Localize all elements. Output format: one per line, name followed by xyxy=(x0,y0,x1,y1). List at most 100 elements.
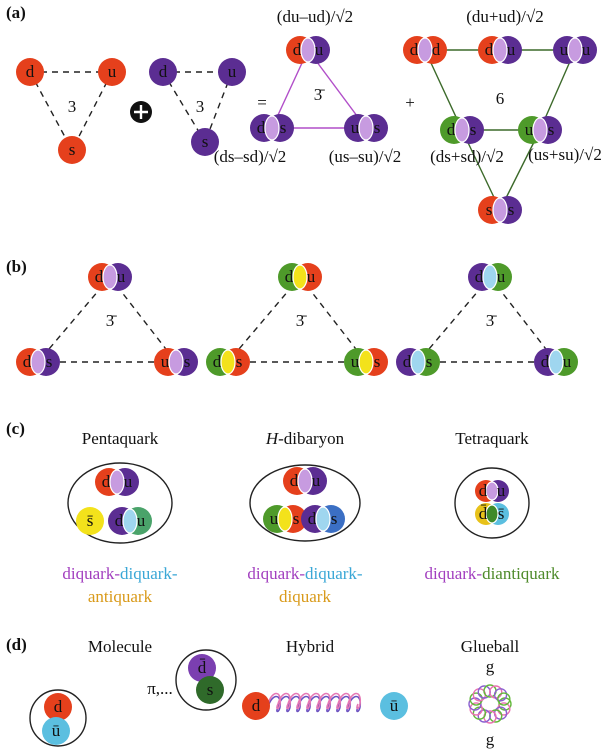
label: d xyxy=(432,40,441,59)
quark xyxy=(98,58,126,86)
label: (du–ud)/√2 xyxy=(277,7,353,26)
label: π,... xyxy=(147,679,173,698)
caption: diquark-diantiquark xyxy=(424,564,560,583)
label: s xyxy=(46,352,53,371)
label: u xyxy=(137,511,146,530)
overlap xyxy=(485,481,499,501)
quark xyxy=(76,507,104,535)
label: s xyxy=(202,132,209,151)
label: d xyxy=(102,472,111,491)
label: d xyxy=(410,40,419,59)
label: s̄ xyxy=(87,511,94,530)
label: s xyxy=(293,509,300,528)
label: s xyxy=(374,352,381,371)
label: s xyxy=(69,140,76,159)
label: d xyxy=(447,120,456,139)
label: s xyxy=(184,352,191,371)
overlap xyxy=(410,349,426,375)
label: ū xyxy=(52,721,61,740)
label: d xyxy=(26,62,35,81)
overlap xyxy=(102,264,118,290)
gluon-loop xyxy=(497,702,511,716)
overlap xyxy=(492,197,508,223)
label: g xyxy=(486,657,495,676)
label: Molecule xyxy=(88,637,152,656)
panel-label: (a) xyxy=(6,3,26,22)
panel-label: (b) xyxy=(6,257,27,276)
hadron xyxy=(249,464,361,542)
label: ū xyxy=(390,696,399,715)
label: u xyxy=(315,40,324,59)
label: u xyxy=(161,352,170,371)
overlap xyxy=(358,349,374,375)
label: d̄ xyxy=(198,658,207,677)
label: 3 xyxy=(68,97,77,116)
label: s xyxy=(470,120,477,139)
caption-part: diquark- xyxy=(120,564,178,583)
label: d xyxy=(285,267,294,286)
caption: diquark xyxy=(279,587,331,606)
gluon-loop xyxy=(469,702,483,716)
panel-label: (d) xyxy=(6,635,27,654)
label: s xyxy=(331,509,338,528)
caption-part: diquark- xyxy=(247,564,305,583)
edge xyxy=(29,71,73,151)
overlap xyxy=(548,349,564,375)
caption: diquark-diquark- xyxy=(247,564,363,583)
edge xyxy=(227,276,301,363)
overlap xyxy=(300,37,316,63)
label: u xyxy=(108,62,117,81)
item-title: H-dibaryon xyxy=(265,429,345,448)
label: d̄ xyxy=(479,504,488,523)
label: s xyxy=(548,120,555,139)
label: d xyxy=(290,471,299,490)
quark xyxy=(242,692,270,720)
edge xyxy=(37,276,111,363)
overlap xyxy=(277,506,293,532)
label: d xyxy=(541,352,550,371)
label: 3̄ xyxy=(486,311,498,330)
label: s xyxy=(508,200,515,219)
caption: antiquark xyxy=(88,587,153,606)
label: u xyxy=(525,120,534,139)
label: d xyxy=(257,118,266,137)
overlap xyxy=(454,117,470,143)
label: 3̄ xyxy=(296,311,308,330)
label: 3̄ xyxy=(106,311,118,330)
label: d xyxy=(308,509,317,528)
overlap xyxy=(220,349,236,375)
label: d xyxy=(23,352,32,371)
caption: diquark-diquark- xyxy=(62,564,178,583)
label: s xyxy=(374,118,381,137)
label: 6 xyxy=(496,89,505,108)
quark xyxy=(42,717,70,745)
label: d xyxy=(213,352,222,371)
quark xyxy=(380,692,408,720)
edge xyxy=(417,276,491,363)
label: u xyxy=(312,471,321,490)
overlap xyxy=(122,508,138,534)
gluon-loop xyxy=(469,692,483,706)
overlap xyxy=(297,468,313,494)
label: (ds+sd)/√2 xyxy=(430,147,504,166)
label: d xyxy=(115,511,124,530)
label: (us–su)/√2 xyxy=(329,147,402,166)
overlap xyxy=(168,349,184,375)
label: d xyxy=(403,352,412,371)
gluon-loop xyxy=(493,688,508,702)
overlap xyxy=(264,115,280,141)
gluon xyxy=(267,695,362,713)
caption-part: diquark- xyxy=(62,564,120,583)
label: u xyxy=(307,267,316,286)
edge xyxy=(71,71,113,151)
label: 3 xyxy=(196,97,205,116)
direct-sum-plus xyxy=(134,105,148,119)
label: d xyxy=(252,696,261,715)
label: s xyxy=(236,352,243,371)
title-rest: -dibaryon xyxy=(278,429,345,448)
overlap xyxy=(532,117,548,143)
gluon xyxy=(267,692,362,710)
edge xyxy=(109,276,177,363)
label: (ds–sd)/√2 xyxy=(214,147,287,166)
overlap xyxy=(482,264,498,290)
